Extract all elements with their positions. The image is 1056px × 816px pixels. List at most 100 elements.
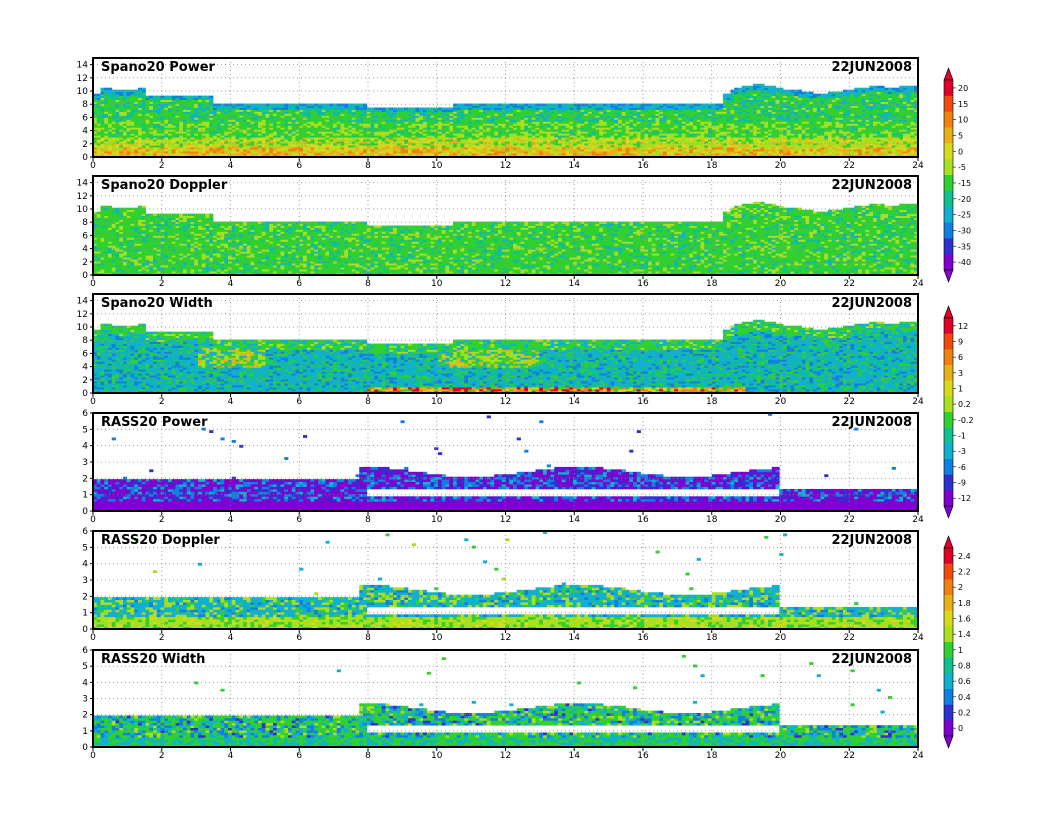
heatmap-cell bbox=[138, 153, 143, 156]
heatmap-cell bbox=[426, 137, 431, 140]
heatmap-cell bbox=[494, 115, 499, 118]
heatmap-cell bbox=[524, 141, 529, 144]
heatmap-cell bbox=[749, 85, 754, 89]
heatmap-cell bbox=[194, 149, 199, 152]
heatmap-cell bbox=[441, 145, 446, 148]
heatmap-cell bbox=[164, 109, 169, 112]
heatmap-cell bbox=[250, 127, 255, 130]
heatmap-cell bbox=[186, 99, 191, 102]
heatmap-cell bbox=[351, 133, 356, 136]
heatmap-cell bbox=[284, 105, 289, 108]
heatmap-cell bbox=[314, 125, 319, 128]
heatmap-cell bbox=[389, 127, 394, 130]
heatmap-cell bbox=[246, 123, 251, 126]
heatmap-cell bbox=[261, 119, 266, 122]
heatmap-cell bbox=[100, 103, 105, 106]
heatmap-cell bbox=[239, 139, 244, 142]
heatmap-cell bbox=[235, 119, 240, 122]
heatmap-cell bbox=[134, 105, 139, 108]
heatmap-cell bbox=[475, 115, 480, 118]
heatmap-cell bbox=[344, 115, 349, 118]
heatmap-cell bbox=[276, 117, 281, 120]
heatmap-cell bbox=[280, 107, 285, 110]
heatmap-cell bbox=[528, 131, 533, 134]
heatmap-cell bbox=[269, 119, 274, 122]
heatmap-cell bbox=[329, 145, 334, 148]
heatmap-cell bbox=[220, 119, 225, 122]
heatmap-cell bbox=[138, 97, 143, 100]
heatmap-cell bbox=[475, 127, 480, 130]
heatmap-cell bbox=[520, 121, 525, 124]
heatmap-cell bbox=[348, 107, 353, 110]
heatmap-cell bbox=[126, 105, 131, 108]
heatmap-cell bbox=[344, 147, 349, 150]
heatmap-cell bbox=[434, 139, 439, 142]
heatmap-cell bbox=[175, 97, 180, 100]
heatmap-cell bbox=[393, 145, 398, 148]
heatmap-cell bbox=[516, 135, 521, 138]
heatmap-cell bbox=[130, 105, 135, 108]
heatmap-cell bbox=[366, 143, 371, 146]
heatmap-cell bbox=[411, 147, 416, 150]
heatmap-cell bbox=[175, 133, 180, 136]
heatmap-cell bbox=[141, 153, 146, 156]
heatmap-cell bbox=[258, 147, 263, 150]
heatmap-cell bbox=[220, 139, 225, 142]
heatmap-cell bbox=[149, 139, 154, 142]
heatmap-cell bbox=[190, 129, 195, 132]
heatmap-cell bbox=[516, 111, 521, 114]
heatmap-cell bbox=[231, 117, 236, 120]
heatmap-cell bbox=[483, 103, 488, 106]
heatmap-cell bbox=[243, 149, 248, 152]
heatmap-cell bbox=[231, 119, 236, 122]
heatmap-cell bbox=[411, 115, 416, 118]
heatmap-cell bbox=[115, 147, 120, 150]
heatmap-cell bbox=[396, 135, 401, 138]
heatmap-cell bbox=[265, 127, 270, 130]
heatmap-cell bbox=[299, 125, 304, 128]
heatmap-cell bbox=[299, 137, 304, 140]
heatmap-cell bbox=[441, 143, 446, 146]
heatmap-cell bbox=[299, 119, 304, 122]
heatmap-cell bbox=[325, 135, 330, 138]
heatmap-cell bbox=[138, 137, 143, 140]
heatmap-cell bbox=[389, 107, 394, 110]
heatmap-cell bbox=[464, 131, 469, 134]
heatmap-cell bbox=[531, 131, 536, 134]
heatmap-cell bbox=[231, 131, 236, 134]
heatmap-cell bbox=[209, 153, 214, 156]
heatmap-cell bbox=[513, 117, 518, 120]
heatmap-cell bbox=[231, 123, 236, 126]
heatmap-cell bbox=[528, 149, 533, 152]
heatmap-cell bbox=[381, 111, 386, 114]
heatmap-cell bbox=[483, 109, 488, 112]
heatmap-cell bbox=[509, 133, 514, 136]
heatmap-cell bbox=[389, 145, 394, 148]
heatmap-cell bbox=[265, 137, 270, 140]
heatmap-cell bbox=[333, 121, 338, 124]
heatmap-cell bbox=[123, 153, 128, 156]
heatmap-cell bbox=[141, 135, 146, 138]
heatmap-cell bbox=[310, 151, 315, 154]
heatmap-cell bbox=[438, 141, 443, 144]
heatmap-cell bbox=[198, 105, 203, 108]
heatmap-cell bbox=[486, 135, 491, 138]
heatmap-cell bbox=[258, 145, 263, 148]
heatmap-cell bbox=[160, 151, 165, 154]
heatmap-cell bbox=[265, 121, 270, 124]
heatmap-cell bbox=[235, 109, 240, 112]
heatmap-cell bbox=[273, 119, 278, 122]
heatmap-cell bbox=[235, 151, 240, 154]
heatmap-cell bbox=[306, 139, 311, 142]
heatmap-cell bbox=[141, 129, 146, 132]
heatmap-cell bbox=[726, 93, 731, 97]
heatmap-cell bbox=[430, 135, 435, 138]
heatmap-cell bbox=[524, 113, 529, 116]
heatmap-cell bbox=[119, 111, 124, 114]
heatmap-cell bbox=[513, 109, 518, 112]
heatmap-cell bbox=[265, 145, 270, 148]
heatmap-cell bbox=[419, 137, 424, 140]
heatmap-cell bbox=[449, 151, 454, 154]
heatmap-cell bbox=[175, 123, 180, 126]
heatmap-cell bbox=[389, 129, 394, 132]
